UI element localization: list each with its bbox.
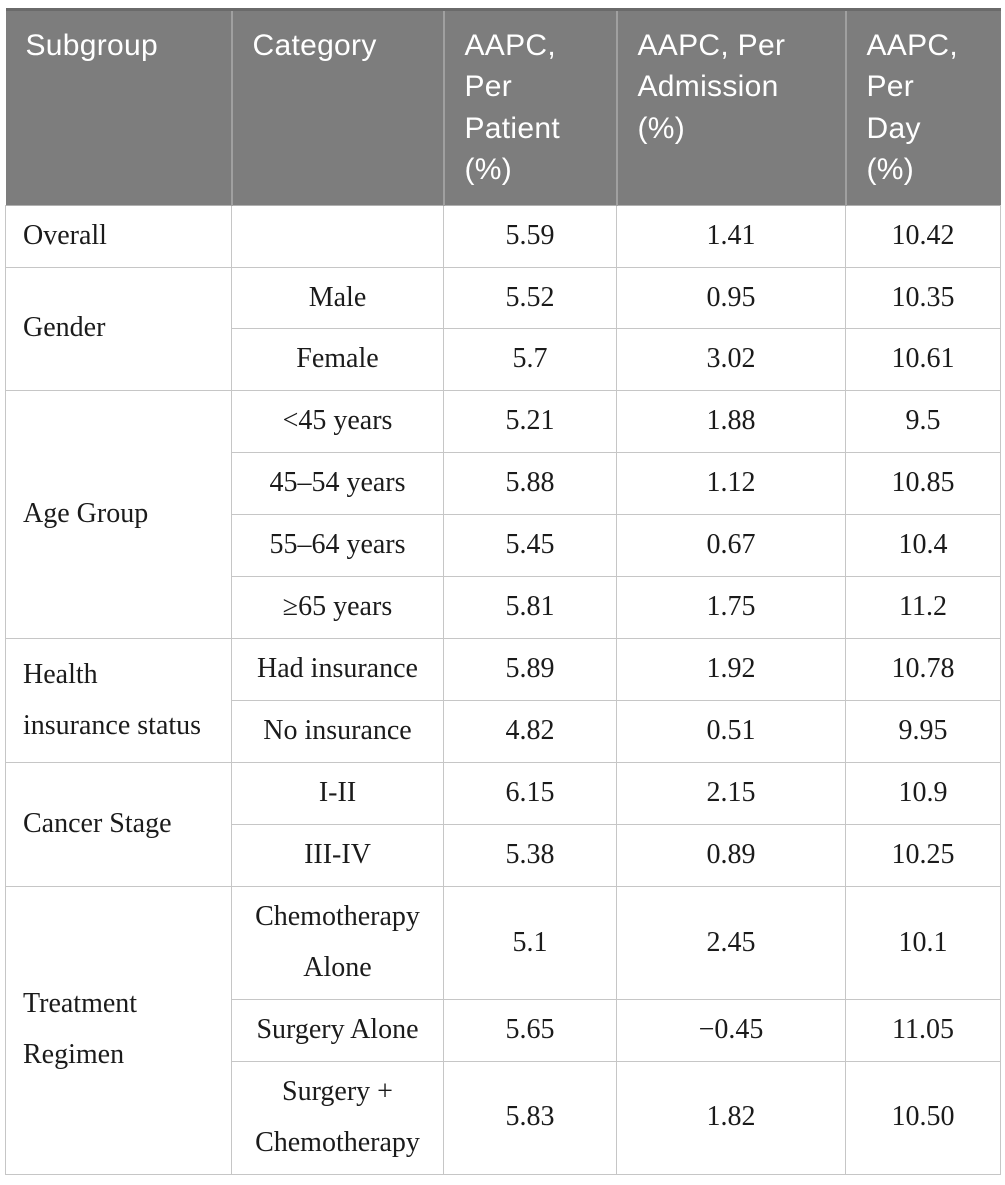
per-day-cell: 10.4 — [845, 514, 1001, 578]
per-day-cell: 10.42 — [845, 204, 1001, 268]
table-body: Overall 5.59 1.41 10.42 Gender Male 5.52 0.95 10… — [5, 204, 1001, 1175]
per-patient-cell: 5.38 — [443, 824, 617, 888]
table-row: No insurance 4.82 0.51 9.95 — [6, 700, 1001, 764]
per-day-cell: 11.05 — [845, 998, 1001, 1062]
subgroup-cell: Overall — [5, 204, 232, 268]
category-cell: III-IV — [231, 824, 444, 888]
table-row: Treatment Regimen Chemotherapy Alone 5.1 2.… — [5, 886, 1001, 1175]
table-row: III-IV 5.38 0.89 10.25 — [6, 824, 1001, 888]
per-admission-cell: 0.51 — [616, 700, 846, 764]
per-admission-cell: 1.92 — [616, 638, 846, 702]
table-row: Surgery Alone 5.65 −0.45 11.05 — [6, 998, 1001, 1062]
per-patient-cell: 5.59 — [443, 204, 617, 268]
table-row: Female 5.7 3.02 10.61 — [6, 328, 1001, 392]
per-admission-cell: 1.88 — [616, 390, 846, 454]
per-admission-cell: 0.95 — [616, 266, 846, 330]
per-day-cell: 11.2 — [845, 576, 1001, 640]
per-patient-cell: 5.45 — [443, 514, 617, 578]
per-day-cell: 9.5 — [845, 390, 1001, 454]
column-header-per_admission: AAPC, Per Admission (%) — [615, 8, 846, 206]
table-row: Age Group <45 years 5.21 1.88 9.5 — [5, 390, 1001, 640]
category-cell: I-II — [231, 762, 444, 826]
column-header-per_day: AAPC, Per Day (%) — [844, 8, 1001, 206]
table-row: 55–64 years 5.45 0.67 10.4 — [6, 514, 1001, 578]
table-row: Surgery + Chemotherapy 5.83 1.82 10.50 — [6, 1060, 1001, 1175]
table-row: Health insurance status Had insurance 5.89… — [5, 638, 1001, 764]
aapc-by-subgroup-table: Subgroup Category AAPC, Per Patient (%) AAP… — [5, 8, 1001, 1175]
per-admission-cell: 2.45 — [616, 886, 846, 1000]
per-admission-cell: 1.75 — [616, 576, 846, 640]
per-day-cell: 9.95 — [845, 700, 1001, 764]
per-patient-cell: 5.1 — [443, 886, 617, 1000]
header-row: Subgroup Category AAPC, Per Patient (%) AAP… — [5, 8, 1001, 206]
table-row: Cancer Stage I-II 6.15 2.15 10.9 — [5, 762, 1001, 888]
table-container: Subgroup Category AAPC, Per Patient (%) AAP… — [5, 8, 1001, 1175]
per-admission-cell: 1.41 — [616, 204, 846, 268]
subgroup-cell: Health insurance status — [5, 638, 232, 764]
column-header-per_patient: AAPC, Per Patient (%) — [442, 8, 617, 206]
category-cell: <45 years — [231, 390, 444, 454]
category-cell: 45–54 years — [231, 452, 444, 516]
per-day-cell: 10.1 — [845, 886, 1001, 1000]
table-row: Overall 5.59 1.41 10.42 — [5, 204, 1001, 268]
table-row: Gender Male 5.52 0.95 10.35 — [5, 266, 1001, 392]
category-cell: Had insurance — [231, 638, 444, 702]
per-day-cell: 10.9 — [845, 762, 1001, 826]
category-cell: Male — [231, 266, 444, 330]
table-row: 45–54 years 5.88 1.12 10.85 — [6, 452, 1001, 516]
subgroup-cell: Treatment Regimen — [5, 886, 232, 1175]
category-cell — [231, 204, 444, 268]
per-day-cell: 10.25 — [845, 824, 1001, 888]
per-patient-cell: 5.7 — [443, 328, 617, 392]
per-admission-cell: 1.12 — [616, 452, 846, 516]
per-admission-cell: 0.89 — [616, 824, 846, 888]
category-cell: Surgery + Chemotherapy — [231, 1060, 444, 1175]
per-day-cell: 10.35 — [845, 266, 1001, 330]
per-admission-cell: −0.45 — [616, 998, 846, 1062]
per-patient-cell: 5.89 — [443, 638, 617, 702]
subgroup-cell: Cancer Stage — [5, 762, 232, 888]
per-patient-cell: 4.82 — [443, 700, 617, 764]
subgroup-cell: Gender — [5, 266, 232, 392]
category-cell: No insurance — [231, 700, 444, 764]
per-admission-cell: 0.67 — [616, 514, 846, 578]
per-patient-cell: 5.83 — [443, 1060, 617, 1175]
per-patient-cell: 5.81 — [443, 576, 617, 640]
per-patient-cell: 5.21 — [443, 390, 617, 454]
per-admission-cell: 2.15 — [616, 762, 846, 826]
table-row: ≥65 years 5.81 1.75 11.2 — [6, 576, 1001, 640]
per-day-cell: 10.50 — [845, 1060, 1001, 1175]
table-header: Subgroup Category AAPC, Per Patient (%) AAP… — [5, 8, 1001, 206]
category-cell: Surgery Alone — [231, 998, 444, 1062]
per-admission-cell: 3.02 — [616, 328, 846, 392]
category-cell: 55–64 years — [231, 514, 444, 578]
column-header-subgroup: Subgroup — [5, 8, 232, 206]
category-cell: Chemotherapy Alone — [231, 886, 444, 1000]
subgroup-cell: Age Group — [5, 390, 232, 640]
per-patient-cell: 5.52 — [443, 266, 617, 330]
per-patient-cell: 6.15 — [443, 762, 617, 826]
per-day-cell: 10.85 — [845, 452, 1001, 516]
column-header-category: Category — [230, 8, 444, 206]
per-day-cell: 10.78 — [845, 638, 1001, 702]
per-admission-cell: 1.82 — [616, 1060, 846, 1175]
per-day-cell: 10.61 — [845, 328, 1001, 392]
per-patient-cell: 5.88 — [443, 452, 617, 516]
per-patient-cell: 5.65 — [443, 998, 617, 1062]
category-cell: ≥65 years — [231, 576, 444, 640]
category-cell: Female — [231, 328, 444, 392]
